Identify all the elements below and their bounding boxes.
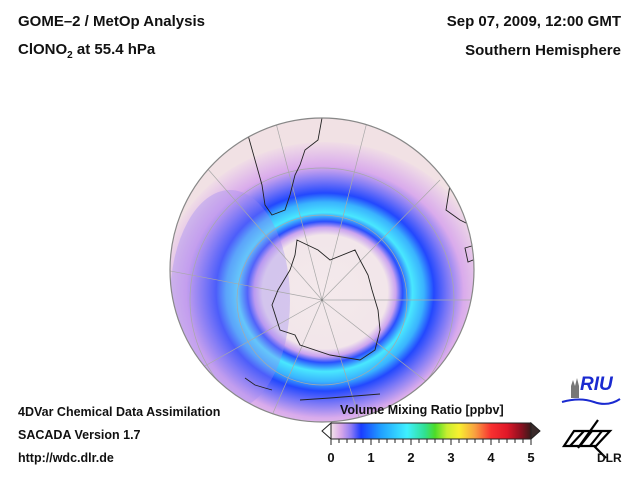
south-pole-marker	[320, 298, 324, 302]
region: Southern Hemisphere	[465, 42, 621, 59]
riu-logo: RIU	[580, 374, 613, 395]
title-line1: GOME–2 / MetOp Analysis	[18, 13, 205, 30]
colorbar	[321, 421, 541, 445]
colorbar-tick-label: 1	[367, 450, 375, 465]
datetime: Sep 07, 2009, 12:00 GMT	[446, 13, 621, 30]
colorbar-extend-min	[321, 421, 332, 441]
species-subscript: 2	[67, 50, 73, 61]
dlr-logo-graphic	[561, 419, 613, 459]
colorbar-title: Volume Mixing Ratio [ppbv]	[340, 403, 504, 417]
footer-url[interactable]: http://wdc.dlr.de	[18, 451, 114, 465]
globe-outline	[169, 117, 475, 423]
dlr-logo: DLR	[597, 451, 622, 465]
colorbar-tick-label: 2	[407, 450, 415, 465]
riu-logo-graphic	[561, 378, 621, 405]
footer-line2: SACADA Version 1.7	[18, 428, 141, 442]
colorbar-tick-label: 0	[327, 450, 335, 465]
colorbar-gradient	[330, 422, 532, 440]
footer-line1: 4DVar Chemical Data Assimilation	[18, 405, 221, 419]
colorbar-tick-label: 5	[527, 450, 535, 465]
title-species: ClONO2 at 55.4 hPa	[18, 41, 155, 61]
colorbar-extend-max	[530, 421, 541, 441]
pressure-level: at 55.4 hPa	[72, 41, 156, 58]
colorbar-tick-label: 3	[447, 450, 455, 465]
outer-lobe	[170, 190, 290, 410]
graticule	[170, 118, 474, 422]
colorbar-tick-label: 4	[487, 450, 495, 465]
species-name: ClONO	[18, 41, 68, 58]
